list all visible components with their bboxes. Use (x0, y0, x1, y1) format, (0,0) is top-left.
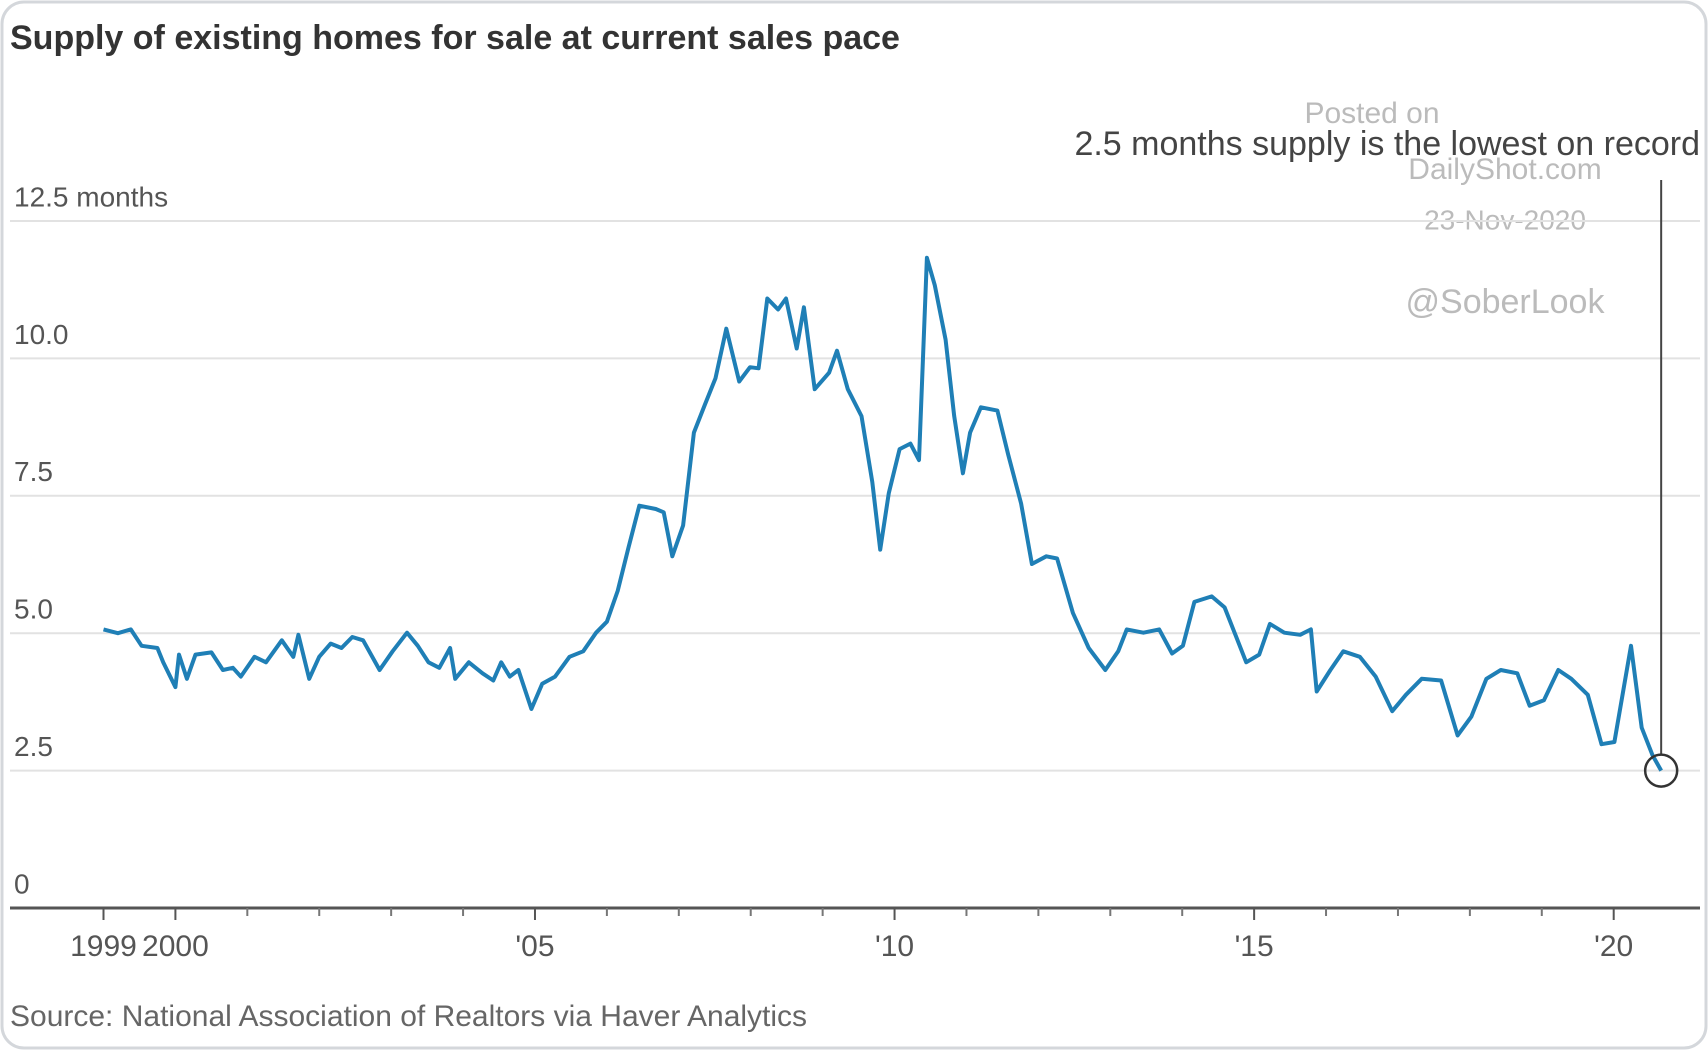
y-tick-label: 7.5 (14, 456, 53, 487)
x-tick-label: 1999 (70, 930, 137, 963)
watermark: 23-Nov-2020 (1424, 204, 1586, 235)
x-tick-label: 2000 (142, 930, 209, 963)
annotation: 2.5 months supply is the lowest on recor… (1074, 125, 1700, 163)
watermark: DailyShot.com (1408, 153, 1601, 186)
y-tick-label: 12.5 months (14, 181, 168, 212)
annotation-circle (1643, 753, 1679, 788)
data-line (102, 255, 1663, 772)
x-tick-label: '20 (1594, 930, 1633, 963)
x-tick-label: '15 (1235, 930, 1274, 963)
y-tick-label: 5.0 (14, 594, 53, 625)
x-tick-label: '10 (875, 930, 914, 963)
chart-title: Supply of existing homes for sale at cur… (10, 19, 900, 57)
watermark: @SoberLook (1406, 283, 1606, 321)
source-note: Source: National Association of Realtors… (10, 1000, 807, 1033)
x-tick-label: '05 (515, 930, 554, 963)
y-tick-label: 10.0 (14, 319, 69, 350)
y-tick-label: 2.5 (14, 731, 53, 762)
y-tick-label: 0 (14, 868, 30, 899)
watermark: Posted on (1304, 97, 1439, 130)
